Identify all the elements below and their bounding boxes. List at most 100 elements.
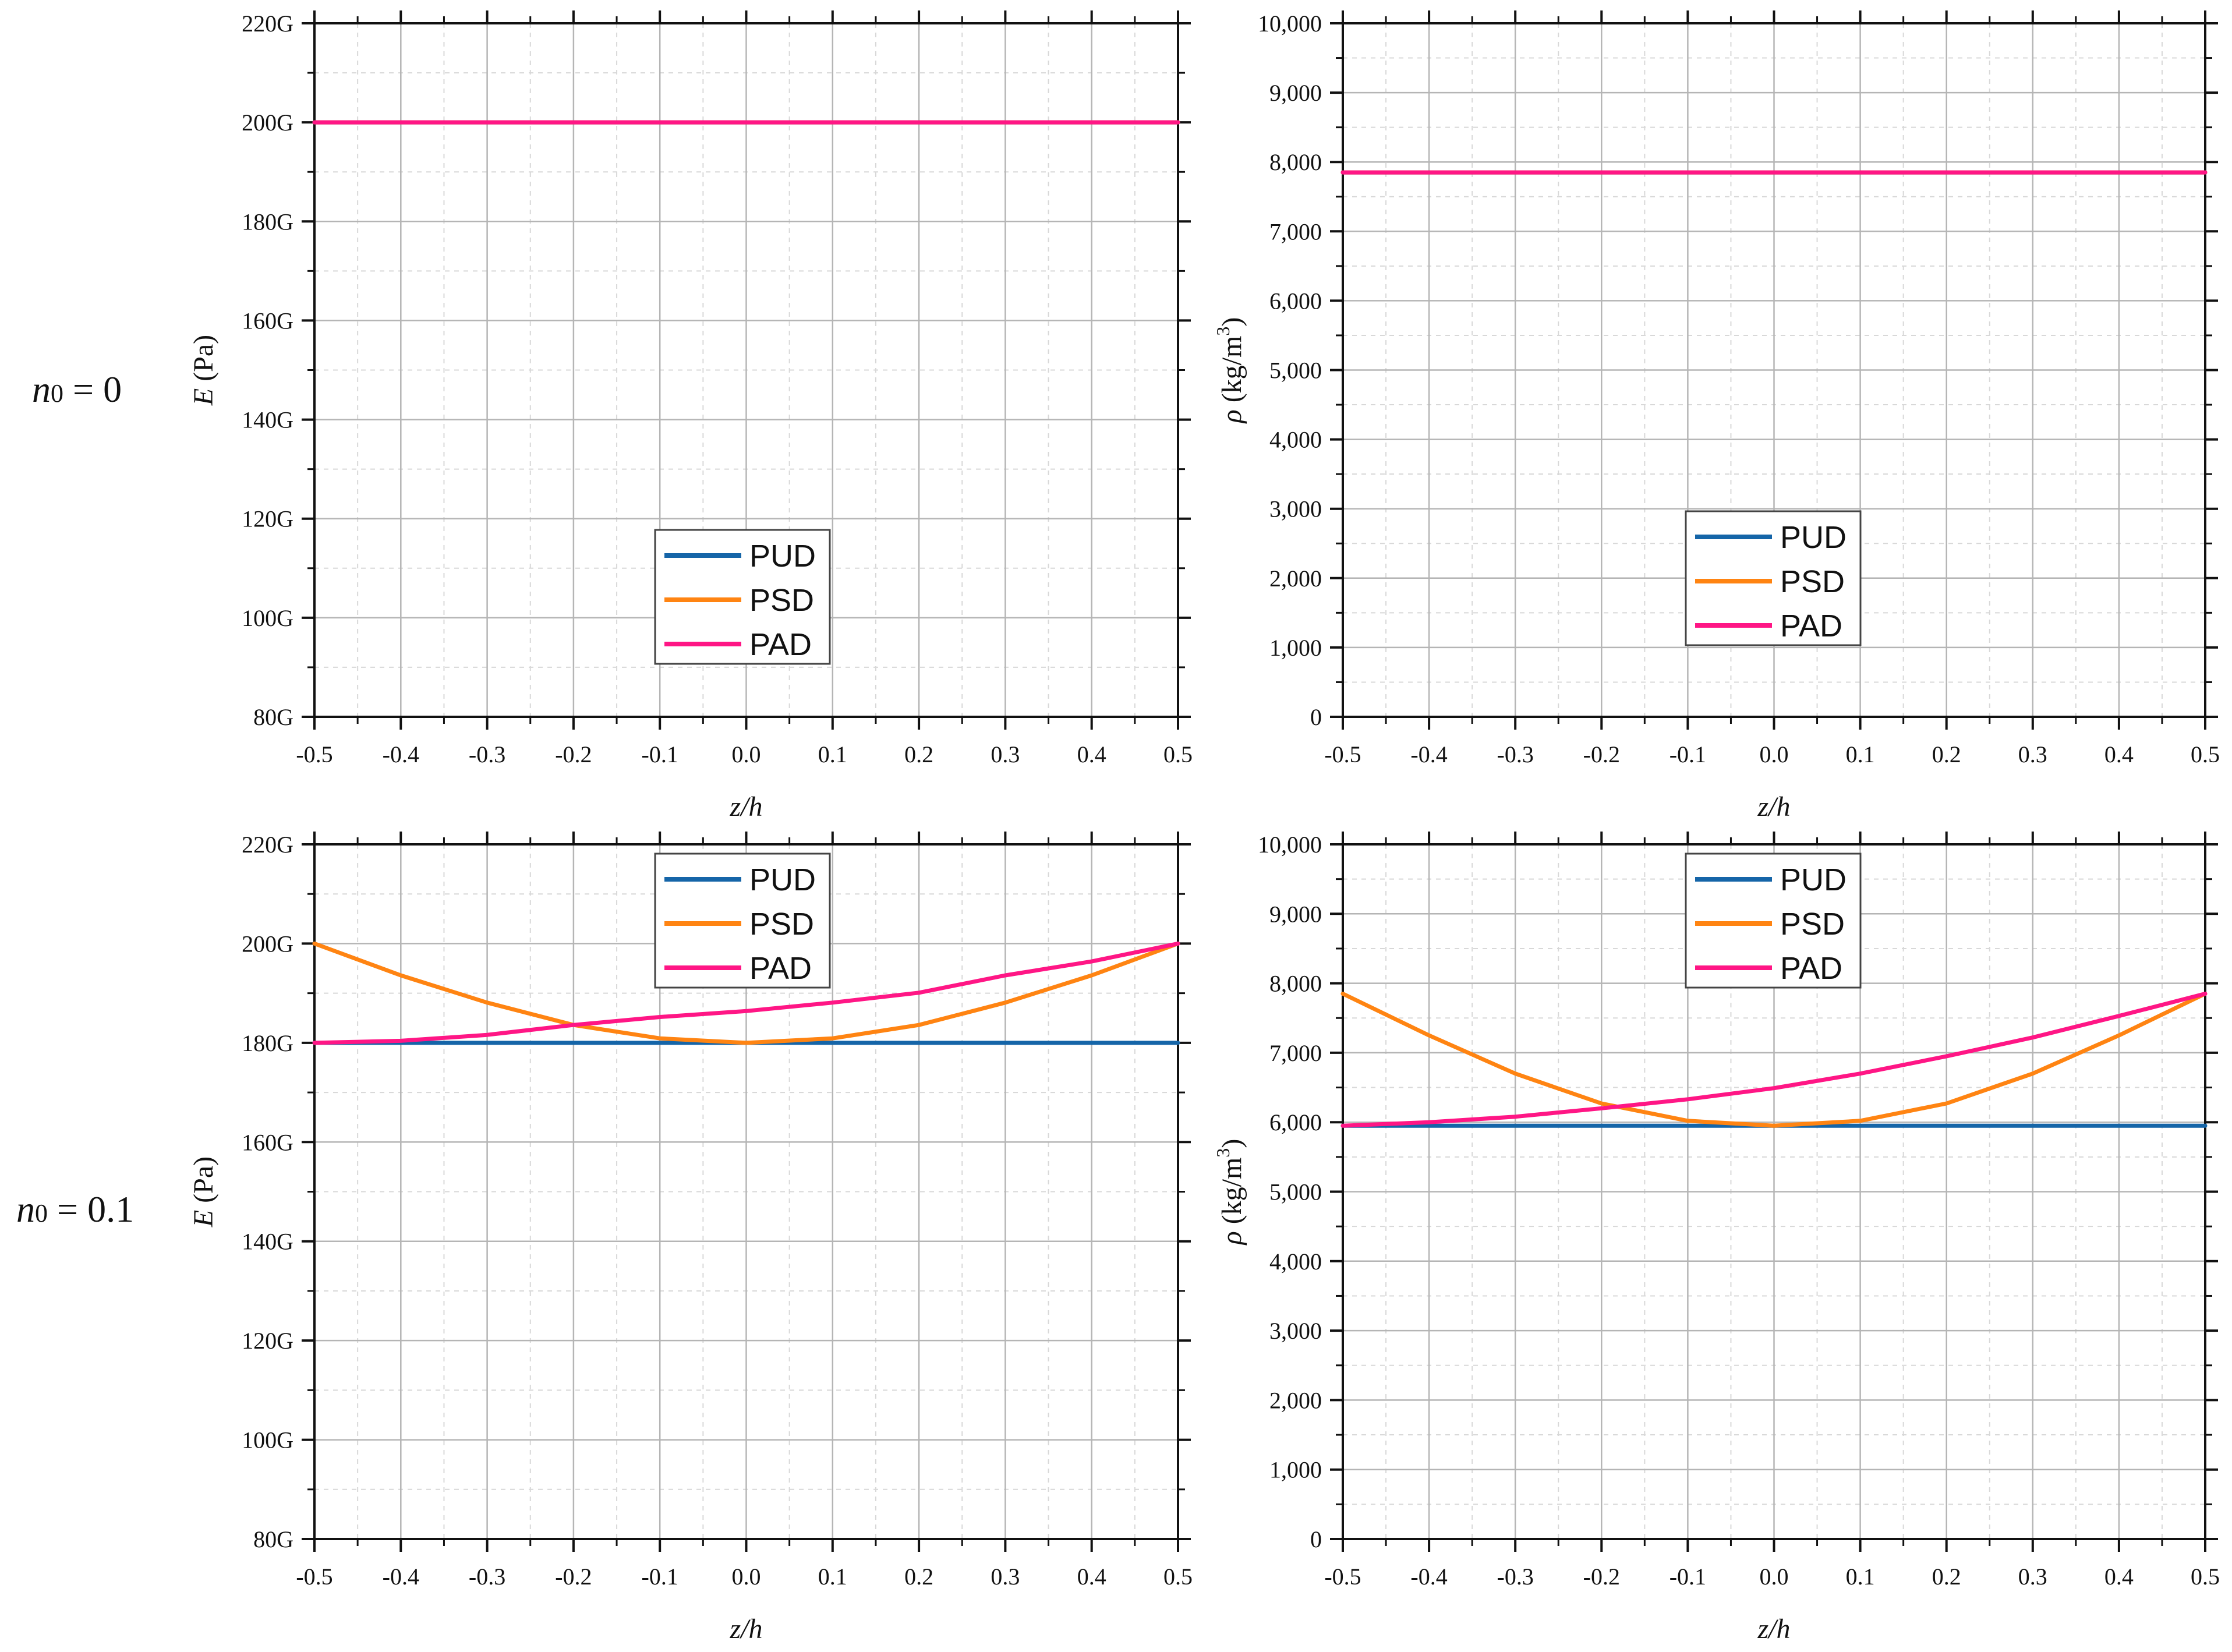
y-tick-label: 220G xyxy=(242,832,293,858)
x-axis-label: z/h xyxy=(729,791,762,822)
y-tick-label: 100G xyxy=(242,605,293,631)
chart-panel-3: -0.5 -0.4 -0.3 -0.2 -0.1 0.0 0.1 0.2 0.3 0.4 0.5 80… xyxy=(188,832,1193,1644)
legend-label-pad: PAD xyxy=(749,951,812,986)
row-label-1: n0 = 0 xyxy=(32,369,122,410)
x-tick-label: 0.2 xyxy=(904,741,933,767)
x-tick-label: 0.5 xyxy=(1163,1563,1193,1590)
x-tick-label: 0.3 xyxy=(2018,741,2047,767)
y-tick-label: 7,000 xyxy=(1269,1040,1322,1066)
legend-label-psd: PSD xyxy=(1780,564,1845,599)
x-tick-label: 0.4 xyxy=(2104,1563,2134,1590)
y-tick-label: 220G xyxy=(242,10,293,37)
legend-label-pad: PAD xyxy=(1780,609,1842,643)
y-tick-label: 10,000 xyxy=(1258,10,1322,37)
x-tick-label: 0.0 xyxy=(1760,741,1789,767)
legend-label-pud: PUD xyxy=(749,862,816,897)
x-tick-label: -0.2 xyxy=(555,1563,592,1590)
x-axis-label: z/h xyxy=(1757,1614,1790,1644)
legend-label-psd: PSD xyxy=(749,907,814,942)
y-tick-label: 5,000 xyxy=(1269,358,1322,384)
series-line-pad xyxy=(1340,992,2208,1128)
x-tick-label: 0.2 xyxy=(1932,741,1961,767)
x-tick-label: 0.4 xyxy=(1077,741,1106,767)
y-axis-label: ρ (kg/m3) xyxy=(1212,317,1247,425)
x-tick-label: -0.1 xyxy=(642,741,678,767)
y-tick-label: 4,000 xyxy=(1269,427,1322,453)
x-tick-label: -0.5 xyxy=(1324,1563,1361,1590)
y-tick-label: 140G xyxy=(242,1229,293,1255)
x-tick-label: -0.3 xyxy=(469,741,505,767)
x-axis-label: z/h xyxy=(729,1614,762,1644)
x-tick-label: -0.4 xyxy=(1410,1563,1447,1590)
y-tick-label: 8,000 xyxy=(1269,971,1322,997)
x-tick-label: 0.3 xyxy=(991,741,1020,767)
y-axis-label: E (Pa) xyxy=(188,335,219,406)
x-tick-label: 0.3 xyxy=(991,1563,1020,1590)
x-tick-label: 0.4 xyxy=(2104,741,2134,767)
chart-panel-4: -0.5 -0.4 -0.3 -0.2 -0.1 0.0 0.1 0.2 0.3 0.4 0.5 0 1… xyxy=(1212,832,2220,1644)
legend-box xyxy=(654,529,831,665)
x-tick-label: -0.5 xyxy=(296,1563,332,1590)
x-tick-label: -0.1 xyxy=(642,1563,678,1590)
y-tick-label: 2,000 xyxy=(1269,565,1322,592)
chart-panel-1: -0.5 -0.4 -0.3 -0.2 -0.1 0.0 0.1 0.2 0.3 0.4 0.5 80… xyxy=(188,10,1193,822)
x-tick-label: -0.3 xyxy=(1497,741,1534,767)
y-tick-label: 10,000 xyxy=(1258,832,1322,858)
x-tick-label: 0.0 xyxy=(732,1563,761,1590)
series-line-psd xyxy=(1340,992,2208,1128)
y-tick-label: 180G xyxy=(242,1030,293,1056)
y-tick-label: 160G xyxy=(242,1129,293,1155)
x-tick-label: -0.4 xyxy=(383,1563,419,1590)
y-tick-label: 80G xyxy=(253,1526,293,1552)
legend-box xyxy=(1685,510,1862,646)
y-tick-label: 3,000 xyxy=(1269,1318,1322,1344)
legend-label-pad: PAD xyxy=(749,627,812,662)
y-tick-label: 7,000 xyxy=(1269,218,1322,245)
x-tick-label: 0.3 xyxy=(2018,1563,2047,1590)
x-tick-label: -0.2 xyxy=(1583,1563,1620,1590)
y-tick-label: 200G xyxy=(242,931,293,957)
y-tick-label: 6,000 xyxy=(1269,1109,1322,1135)
x-tick-label: 0.1 xyxy=(818,1563,847,1590)
legend-box xyxy=(1685,852,1862,989)
y-axis-label: ρ (kg/m3) xyxy=(1212,1139,1247,1246)
legend: PUD PSD PAD xyxy=(1685,510,1862,646)
x-tick-label: 0.2 xyxy=(1932,1563,1961,1590)
x-tick-label: -0.3 xyxy=(469,1563,505,1590)
y-tick-label: 1,000 xyxy=(1269,1457,1322,1483)
series-line-pad xyxy=(312,941,1180,1045)
legend: PUD PSD PAD xyxy=(654,529,831,665)
x-tick-label: 0.1 xyxy=(1846,1563,1875,1590)
x-tick-label: -0.1 xyxy=(1669,741,1706,767)
y-tick-label: 3,000 xyxy=(1269,496,1322,522)
x-tick-label: 0.5 xyxy=(2191,741,2220,767)
series-line-psd xyxy=(312,941,1180,1045)
y-tick-label: 140G xyxy=(242,407,293,433)
x-tick-label: -0.5 xyxy=(1324,741,1361,767)
chart-panel-2: -0.5 -0.4 -0.3 -0.2 -0.1 0.0 0.1 0.2 0.3 0.4 0.5 0 1… xyxy=(1212,10,2220,822)
legend-label-pud: PUD xyxy=(1780,862,1847,897)
y-tick-label: 180G xyxy=(242,208,293,235)
legend: PUD PSD PAD xyxy=(1685,852,1862,989)
x-tick-label: 0.5 xyxy=(1163,741,1193,767)
legend-box xyxy=(654,852,831,989)
y-tick-label: 80G xyxy=(253,704,293,730)
x-tick-label: -0.2 xyxy=(555,741,592,767)
row-label-2: n0 = 0.1 xyxy=(16,1188,134,1230)
y-tick-label: 160G xyxy=(242,307,293,334)
legend-label-pud: PUD xyxy=(749,539,816,574)
legend-label-pud: PUD xyxy=(1780,520,1847,555)
x-tick-label: 0.0 xyxy=(1760,1563,1789,1590)
y-tick-label: 120G xyxy=(242,1328,293,1354)
x-axis-label: z/h xyxy=(1757,791,1790,822)
y-tick-label: 1,000 xyxy=(1269,635,1322,661)
x-tick-label: -0.5 xyxy=(296,741,332,767)
y-tick-label: 4,000 xyxy=(1269,1248,1322,1275)
y-tick-label: 0 xyxy=(1310,1526,1322,1552)
y-tick-label: 6,000 xyxy=(1269,288,1322,314)
x-tick-label: 0.5 xyxy=(2191,1563,2220,1590)
x-tick-label: 0.2 xyxy=(904,1563,933,1590)
x-tick-label: 0.0 xyxy=(732,741,761,767)
y-tick-label: 5,000 xyxy=(1269,1179,1322,1205)
legend-label-psd: PSD xyxy=(749,583,814,618)
